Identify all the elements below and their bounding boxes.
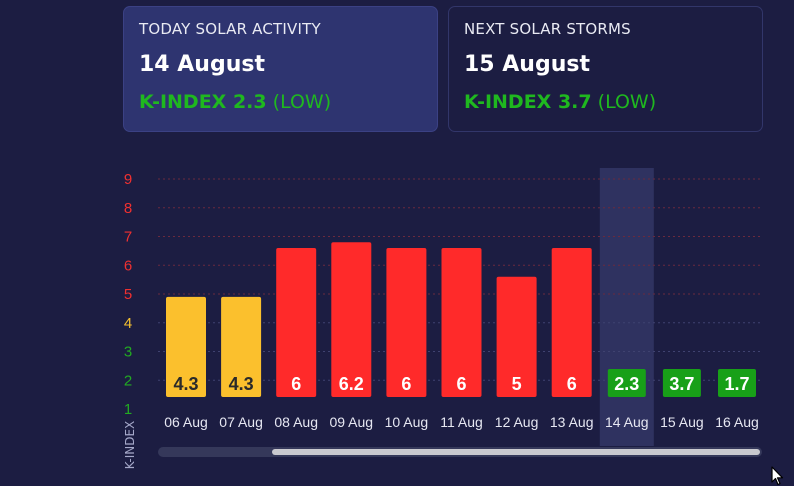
bar-09-aug[interactable] <box>331 242 372 397</box>
x-tick-label: 12 Aug <box>495 414 539 430</box>
next-card-date: 15 August <box>464 52 590 77</box>
bar-13-aug[interactable] <box>551 248 592 397</box>
y-tick-label: 4 <box>124 315 132 332</box>
y-tick-label: 6 <box>124 257 132 274</box>
x-tick-label: 10 Aug <box>385 414 429 430</box>
bar-12-aug[interactable] <box>496 276 537 397</box>
x-tick-label: 11 Aug <box>440 414 483 430</box>
bar-07-aug[interactable] <box>221 296 262 397</box>
next-kindex-level: (LOW) <box>597 91 657 113</box>
next-card-title: NEXT SOLAR STORMS <box>464 20 631 38</box>
x-tick-label: 16 Aug <box>715 414 759 430</box>
chart-scrollbar-thumb[interactable] <box>272 449 760 455</box>
y-tick-label: 9 <box>124 171 132 188</box>
y-axis-title: K-INDEX <box>123 420 137 470</box>
y-tick-label: 8 <box>124 200 132 217</box>
bar-value-label: 6 <box>456 374 466 394</box>
today-solar-activity-card: TODAY SOLAR ACTIVITY 14 August K-INDEX 2… <box>123 6 438 132</box>
bar-value-label: 6 <box>567 374 577 394</box>
x-tick-label: 09 Aug <box>329 414 373 430</box>
bar-10-aug[interactable] <box>386 248 427 397</box>
bar-14-aug[interactable] <box>607 369 646 397</box>
y-tick-label: 3 <box>124 344 132 361</box>
x-tick-label: 08 Aug <box>274 414 318 430</box>
bar-value-label: 4.3 <box>173 374 198 394</box>
next-card-kindex: K-INDEX 3.7 (LOW) <box>464 91 747 113</box>
bar-value-label: 6 <box>291 374 301 394</box>
x-tick-label: 07 Aug <box>219 414 263 430</box>
bar-value-label: 2.3 <box>614 374 639 394</box>
bar-value-label: 3.7 <box>669 374 694 394</box>
bar-06-aug[interactable] <box>166 296 206 397</box>
y-tick-label: 1 <box>124 401 132 418</box>
highlight-band-today <box>599 168 654 446</box>
bar-value-label: 1.7 <box>724 374 749 394</box>
x-tick-label: 15 Aug <box>660 414 704 430</box>
mouse-pointer-icon <box>771 466 784 486</box>
today-card-title: TODAY SOLAR ACTIVITY <box>139 20 321 38</box>
x-tick-label: 06 Aug <box>164 414 208 430</box>
chart-scrollbar[interactable] <box>158 447 762 457</box>
y-tick-label: 7 <box>124 229 132 246</box>
bar-16-aug[interactable] <box>718 369 756 397</box>
y-tick-label: 2 <box>124 372 132 389</box>
bar-08-aug[interactable] <box>276 248 317 397</box>
bar-value-label: 6 <box>401 374 411 394</box>
today-card-date: 14 August <box>139 52 265 77</box>
bar-15-aug[interactable] <box>662 369 701 397</box>
bar-value-label: 4.3 <box>229 374 254 394</box>
bar-value-label: 5 <box>512 374 522 394</box>
bar-value-label: 6.2 <box>339 374 364 394</box>
x-tick-label: 14 Aug <box>605 414 649 430</box>
today-kindex-value: K-INDEX 2.3 <box>139 91 267 113</box>
y-tick-label: 5 <box>124 286 132 303</box>
bar-11-aug[interactable] <box>441 248 482 397</box>
today-card-kindex: K-INDEX 2.3 (LOW) <box>139 91 422 113</box>
next-solar-storms-card: NEXT SOLAR STORMS 15 August K-INDEX 3.7 … <box>448 6 763 132</box>
x-tick-label: 13 Aug <box>550 414 594 430</box>
today-kindex-level: (LOW) <box>272 91 332 113</box>
next-kindex-value: K-INDEX 3.7 <box>464 91 592 113</box>
